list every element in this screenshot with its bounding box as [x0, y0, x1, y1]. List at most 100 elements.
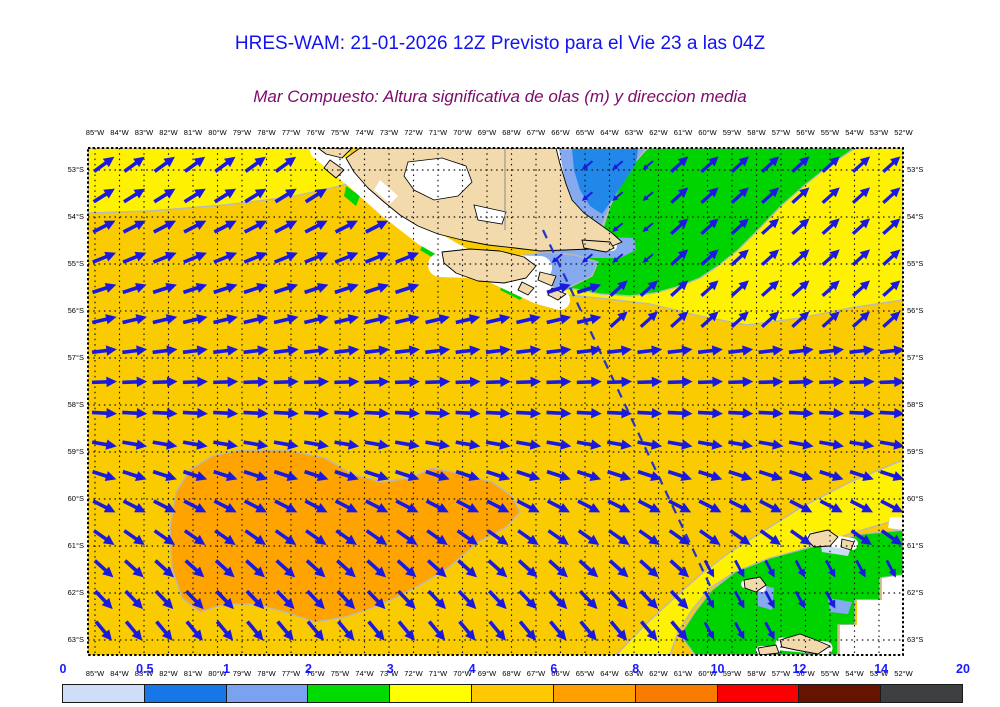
wave-direction-arrow — [728, 376, 754, 388]
wave-direction-arrow — [791, 156, 810, 174]
wave-direction-arrow — [760, 218, 780, 236]
wave-direction-arrow — [606, 345, 632, 356]
wave-direction-arrow — [607, 499, 631, 513]
wave-direction-arrow — [879, 345, 903, 356]
colorbar-segment — [798, 684, 882, 703]
wave-direction-arrow — [304, 499, 328, 513]
water-inland-water-2 — [473, 204, 507, 225]
wave-direction-arrow — [153, 156, 175, 173]
lon-label-bottom: 82°W — [159, 669, 178, 678]
wave-direction-arrow — [334, 376, 360, 388]
wave-direction-arrow — [734, 559, 745, 578]
wave-direction-arrow — [791, 311, 810, 329]
wave-direction-arrow — [213, 345, 239, 356]
wave-direction-arrow — [697, 439, 723, 450]
wave-direction-arrow — [425, 314, 450, 325]
lat-label-left: 63°S — [67, 635, 84, 644]
wave-direction-arrow — [546, 345, 572, 356]
wave-direction-arrow — [758, 407, 784, 419]
lon-label-top: 81°W — [183, 128, 203, 137]
colorbar-value: 3 — [386, 662, 394, 676]
wave-direction-arrow — [697, 345, 723, 356]
lat-label-right: 60°S — [907, 494, 924, 503]
wave-direction-arrow — [549, 620, 567, 641]
wave-direction-arrow — [122, 469, 147, 482]
wave-direction-arrow — [546, 407, 572, 419]
wave-direction-arrow — [637, 469, 662, 482]
lat-label-right: 61°S — [907, 541, 924, 550]
wave-direction-arrow — [427, 589, 447, 610]
lon-label-bottom: 81°W — [183, 669, 203, 678]
wave-direction-arrow — [637, 407, 663, 419]
wave-direction-arrow — [642, 222, 654, 232]
wave-direction-arrow — [152, 220, 177, 234]
lon-label-top: 57°W — [771, 128, 791, 137]
wave-direction-arrow — [152, 251, 177, 264]
wave-direction-arrow — [155, 620, 173, 641]
wave-direction-arrow — [182, 282, 208, 295]
lon-label-top: 85°W — [85, 128, 105, 137]
wave-direction-arrow — [183, 499, 207, 513]
wave-direction-arrow — [850, 529, 872, 546]
wave-direction-arrow — [789, 499, 813, 513]
wave-direction-arrow — [578, 589, 598, 610]
wave-direction-arrow — [182, 314, 208, 325]
wave-direction-arrow — [546, 282, 571, 295]
wave-direction-arrow — [394, 345, 420, 356]
wave-direction-arrow — [758, 499, 783, 513]
wave-direction-arrow — [91, 345, 117, 356]
lon-label-top: 68°W — [502, 128, 521, 137]
wave-direction-arrow — [734, 590, 745, 609]
wave-direction-arrow — [334, 407, 360, 419]
wave-direction-arrow — [700, 218, 719, 236]
wave-direction-arrow — [92, 188, 115, 204]
wave-direction-arrow — [152, 407, 178, 419]
wave-direction-arrow — [849, 469, 874, 482]
wave-height-colorbar — [62, 684, 963, 703]
lon-label-top: 66°W — [551, 128, 570, 137]
wave-direction-arrow — [516, 314, 541, 325]
lon-label-bottom: 56°W — [796, 669, 815, 678]
colorbar-value: 2 — [304, 662, 312, 676]
wave-direction-arrow — [824, 559, 836, 578]
wave-direction-arrow — [607, 407, 633, 419]
wave-direction-arrow — [791, 187, 810, 205]
wave-direction-arrow — [336, 589, 356, 610]
wave-direction-arrow — [485, 345, 511, 356]
lon-label-top: 53°W — [869, 128, 889, 137]
wave-direction-arrow — [606, 439, 632, 450]
lon-label-bottom: 76°W — [306, 669, 325, 678]
wave-direction-arrow — [183, 156, 206, 173]
wave-direction-arrow — [153, 529, 176, 546]
wave-direction-arrow — [703, 621, 715, 640]
wave-direction-arrow — [882, 280, 901, 298]
wave-direction-arrow — [608, 529, 630, 546]
wave-direction-arrow — [213, 469, 238, 482]
land-elephant-island — [743, 576, 767, 593]
wave-direction-arrow — [546, 314, 572, 325]
lon-label-top: 62°W — [649, 128, 668, 137]
wave-direction-arrow — [576, 282, 602, 295]
wave-direction-arrow — [821, 249, 840, 267]
lon-label-top: 71°W — [428, 128, 448, 137]
wave-direction-arrow — [91, 439, 117, 450]
wave-direction-arrow — [364, 407, 390, 419]
wave-direction-arrow — [758, 469, 783, 482]
colorbar-segment — [880, 684, 963, 703]
lon-label-top: 69°W — [477, 128, 497, 137]
wave-direction-arrow — [703, 559, 715, 578]
wave-direction-arrow — [93, 156, 115, 173]
wave-direction-arrow — [487, 589, 507, 610]
wave-direction-arrow — [123, 529, 145, 546]
wave-direction-arrow — [213, 439, 238, 450]
wave-direction-arrow — [637, 345, 663, 356]
wave-direction-arrow — [728, 345, 754, 356]
wave-direction-arrow — [485, 439, 511, 450]
wave-direction-arrow — [213, 188, 237, 204]
wave-direction-arrow — [455, 376, 481, 388]
wave-direction-arrow — [275, 559, 296, 578]
wave-direction-arrow — [851, 280, 871, 298]
colorbar-value: 0.5 — [136, 662, 154, 676]
wave-direction-arrow — [182, 439, 208, 450]
wave-direction-arrow — [819, 376, 845, 388]
